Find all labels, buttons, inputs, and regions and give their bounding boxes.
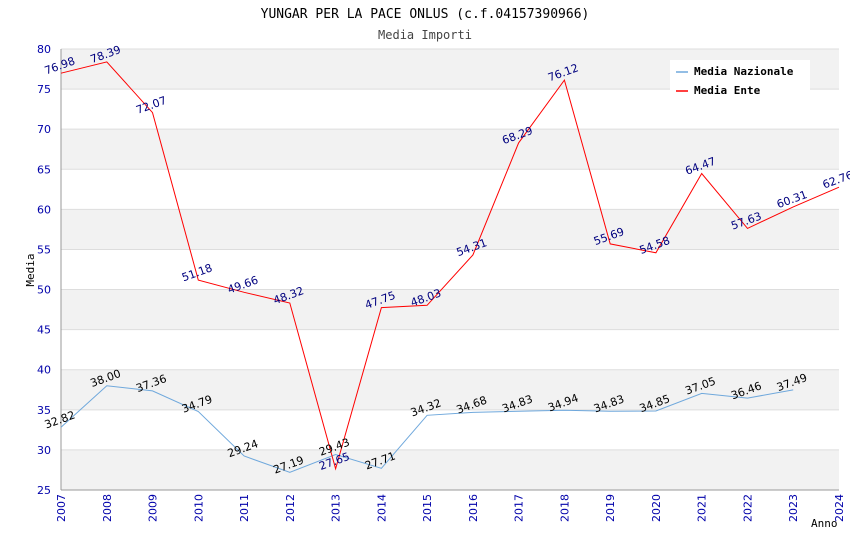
x-tick-label: 2007 bbox=[55, 494, 68, 522]
x-tick-label: 2012 bbox=[284, 494, 297, 522]
series-lines bbox=[60, 61, 840, 473]
y-tick-label: 50 bbox=[37, 284, 51, 297]
grid-band bbox=[61, 209, 839, 250]
plot-area bbox=[61, 49, 839, 490]
x-tick-label: 2017 bbox=[513, 494, 526, 522]
x-tick-label: 2011 bbox=[238, 494, 251, 522]
y-tick-label: 65 bbox=[37, 163, 51, 176]
chart-subtitle: Media Importi bbox=[378, 28, 472, 42]
x-tick-label: 2009 bbox=[147, 494, 160, 522]
axes: 25 30 35 40 45 50 55 60 65 70 75 80 2007 2008 2009 2010… bbox=[37, 43, 846, 522]
y-tick-label: 55 bbox=[37, 243, 51, 256]
series-line-media-nazionale bbox=[60, 385, 794, 473]
x-axis-label: Anno bbox=[811, 517, 838, 530]
x-tick-label: 2016 bbox=[467, 494, 480, 522]
x-tick-label: 2008 bbox=[101, 494, 114, 522]
grid-bands bbox=[61, 48, 839, 491]
chart-title: YUNGAR PER LA PACE ONLUS (c.f.0415739096… bbox=[261, 7, 590, 22]
y-tick-label: 35 bbox=[37, 404, 51, 417]
x-tick-label: 2013 bbox=[330, 494, 343, 522]
x-tick-label: 2023 bbox=[787, 494, 800, 522]
legend-label-media-nazionale: Media Nazionale bbox=[694, 65, 794, 78]
x-tick-label: 2010 bbox=[192, 494, 205, 522]
legend-label-media-ente: Media Ente bbox=[694, 84, 761, 97]
y-tick-label: 70 bbox=[37, 123, 51, 136]
y-tick-label: 80 bbox=[37, 43, 51, 56]
x-tick-label: 2014 bbox=[375, 494, 388, 522]
y-axis-label: Media bbox=[24, 253, 37, 286]
grid-band bbox=[61, 449, 839, 490]
x-tick-label: 2019 bbox=[604, 494, 617, 522]
grid-band bbox=[61, 369, 839, 410]
y-tick-label: 25 bbox=[37, 484, 51, 497]
y-tick-label: 45 bbox=[37, 324, 51, 337]
x-tick-label: 2018 bbox=[558, 494, 571, 522]
y-tick-label: 75 bbox=[37, 83, 51, 96]
y-tick-label: 60 bbox=[37, 203, 51, 216]
x-tick-label: 2020 bbox=[650, 494, 663, 522]
y-tick-label: 40 bbox=[37, 364, 51, 377]
legend: Media Nazionale Media Ente bbox=[670, 60, 810, 101]
legend-box bbox=[670, 60, 810, 101]
x-tick-label: 2021 bbox=[696, 494, 709, 522]
x-tick-label: 2022 bbox=[741, 494, 754, 522]
x-tick-label: 2024 bbox=[833, 494, 846, 522]
y-tick-label: 30 bbox=[37, 444, 51, 457]
grid-band bbox=[61, 289, 839, 330]
series-line-media-ente bbox=[60, 61, 840, 471]
x-tick-label: 2015 bbox=[421, 494, 434, 522]
grid-band bbox=[61, 129, 839, 170]
